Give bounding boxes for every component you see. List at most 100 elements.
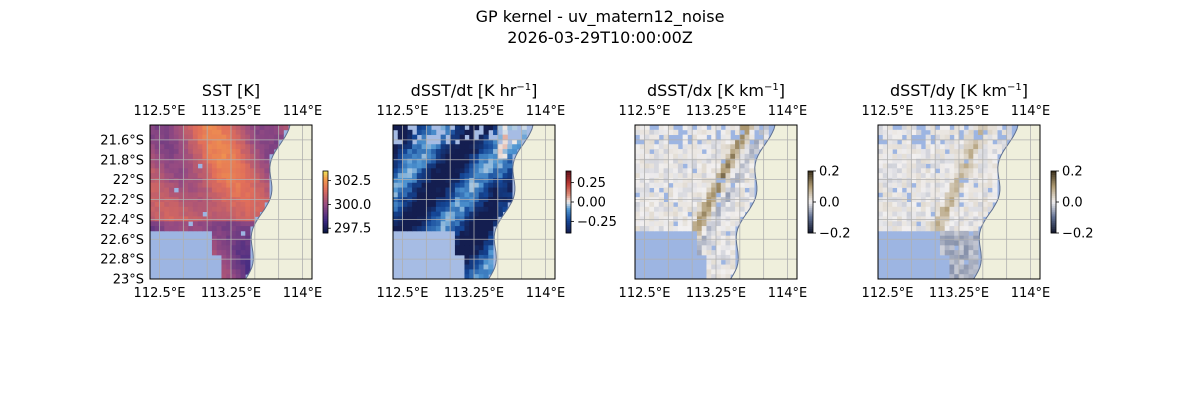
heatmap-cell: [512, 125, 518, 131]
heatmap-cell: [426, 192, 432, 198]
heatmap-cell: [478, 182, 484, 188]
heatmap-cell: [944, 144, 950, 150]
colorbar-segment: [566, 208, 571, 211]
heatmap-cell: [701, 240, 707, 246]
heatmap-cell: [749, 187, 755, 193]
heatmap-cell: [469, 264, 475, 270]
heatmap-cell: [197, 129, 203, 136]
heatmap-cell: [692, 192, 698, 198]
heatmap-cell: [701, 153, 707, 160]
heatmap-cell: [259, 129, 265, 136]
heatmap-cell: [250, 173, 256, 179]
heatmap-cell: [402, 192, 408, 198]
colorbar-segment: [1051, 230, 1056, 234]
heatmap-cell: [677, 182, 684, 188]
heatmap-cell: [264, 134, 270, 140]
heatmap-cell: [197, 139, 203, 145]
heatmap-cell: [973, 230, 979, 237]
heatmap-cell: [459, 158, 465, 164]
heatmap-cell: [502, 187, 508, 193]
heatmap-cell: [469, 259, 475, 265]
heatmap-cell: [658, 129, 664, 136]
heatmap-cell: [892, 139, 898, 145]
heatmap-cell: [407, 163, 413, 169]
heatmap-cell: [216, 230, 222, 237]
heatmap-cell: [925, 173, 931, 179]
heatmap-cell: [464, 158, 470, 164]
heatmap-cell: [644, 202, 650, 208]
heatmap-cell: [250, 206, 256, 213]
y-tick-label: 22.4°S: [100, 213, 144, 228]
heatmap-cell: [154, 202, 160, 208]
heatmap-cell: [954, 254, 960, 261]
panel-title: dSST/dt [K hr−1]: [411, 81, 538, 100]
heatmap-cell: [901, 158, 907, 164]
heatmap-cell: [459, 177, 465, 184]
heatmap-cell: [445, 173, 451, 179]
heatmap-cell: [725, 182, 731, 188]
heatmap-cell: [916, 226, 922, 232]
heatmap-cell: [730, 187, 736, 193]
panel-title-exponent: −1: [1007, 82, 1022, 93]
heatmap-cell: [987, 158, 993, 164]
heatmap-cell: [635, 158, 641, 164]
heatmap-cell: [397, 221, 403, 227]
heatmap-cell: [878, 226, 884, 232]
heatmap-cell: [749, 192, 755, 198]
heatmap-cell: [649, 153, 655, 160]
heatmap-cell: [1006, 125, 1012, 131]
heatmap-cell: [716, 149, 722, 155]
heatmap-cell: [725, 250, 731, 256]
axes-frame: [877, 124, 1041, 280]
heatmap-cell: [749, 129, 755, 136]
heatmap-cell: [920, 168, 927, 174]
heatmap-cell: [687, 177, 693, 184]
heatmap-cell: [963, 192, 969, 198]
heatmap-cell: [968, 182, 974, 188]
heatmap-cell: [231, 177, 237, 184]
heatmap-cell: [235, 125, 241, 131]
heatmap-cell: [982, 125, 988, 131]
heatmap-cell: [397, 134, 403, 140]
heatmap-cell: [997, 139, 1003, 145]
heatmap-cell: [744, 202, 750, 208]
heatmap-cell: [687, 226, 693, 232]
heatmap-cell: [920, 202, 927, 208]
heatmap-cell: [735, 125, 741, 131]
heatmap-cell: [635, 182, 641, 188]
heatmap-cell: [911, 129, 917, 136]
heatmap-cell: [878, 149, 884, 155]
heatmap-cell: [916, 211, 922, 217]
heatmap-cell: [431, 187, 437, 193]
heatmap-cell: [649, 139, 655, 145]
heatmap-cell: [159, 202, 165, 208]
heatmap-cell: [183, 129, 189, 136]
heatmap-cell: [259, 187, 265, 193]
heatmap-cell: [445, 177, 451, 184]
heatmap-cell: [639, 163, 645, 169]
heatmap-cell: [483, 173, 489, 179]
heatmap-cell: [682, 211, 688, 217]
heatmap-cell: [668, 192, 674, 198]
heatmap-cell: [211, 182, 218, 188]
colorbar-segment: [566, 177, 571, 180]
heatmap-cell: [654, 211, 660, 217]
heatmap-cell: [240, 269, 246, 275]
heatmap-cell: [197, 158, 203, 164]
heatmap-cell: [412, 173, 418, 179]
heatmap-cell: [497, 206, 503, 213]
heatmap-cell: [720, 168, 726, 174]
heatmap-cell: [450, 158, 456, 164]
heatmap-cell: [173, 153, 179, 160]
heatmap-cell: [930, 149, 936, 155]
heatmap-cell: [216, 163, 222, 169]
heatmap-cell: [982, 168, 988, 174]
heatmap-cell: [469, 269, 475, 275]
heatmap-cell: [474, 274, 480, 279]
heatmap-cell: [216, 182, 222, 188]
heatmap-cell: [493, 221, 499, 227]
heatmap-cell: [973, 202, 979, 208]
heatmap-cell: [639, 153, 645, 160]
heatmap-cell: [150, 202, 156, 208]
heatmap-cell: [445, 129, 451, 136]
